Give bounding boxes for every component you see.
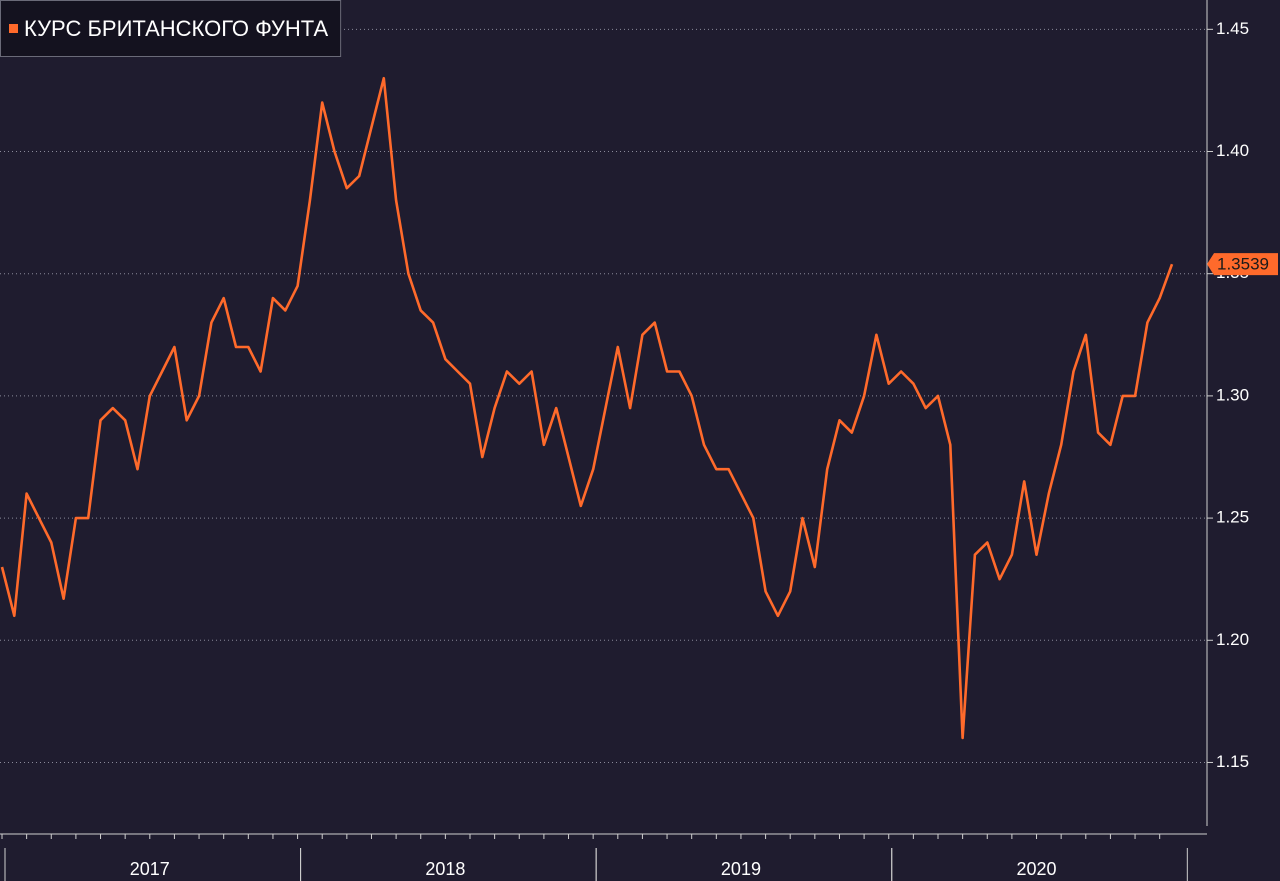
y-tick-label: 1.20 xyxy=(1216,630,1249,649)
legend-label: КУРС БРИТАНСКОГО ФУНТА xyxy=(24,16,328,41)
y-tick-label: 1.15 xyxy=(1216,752,1249,771)
y-tick-label: 1.40 xyxy=(1216,141,1249,160)
x-tick-label: 2020 xyxy=(1017,859,1057,879)
x-tick-label: 2017 xyxy=(130,859,170,879)
line xyxy=(0,76,1174,740)
last-value-label: 1.3539 xyxy=(1207,253,1278,276)
legend: КУРС БРИТАНСКОГО ФУНТА xyxy=(0,0,342,57)
x-tick-label: 2018 xyxy=(425,859,465,879)
y-tick-label: 1.25 xyxy=(1216,508,1249,527)
legend-box xyxy=(0,0,342,57)
legend-swatch xyxy=(9,24,18,33)
x-tick-label: 2019 xyxy=(721,859,761,879)
last-value-box xyxy=(1207,253,1278,276)
last-value-text: 1.3539 xyxy=(1217,255,1269,274)
y-tick-label: 1.45 xyxy=(1216,19,1249,38)
y-tick-label: 1.30 xyxy=(1216,385,1249,404)
